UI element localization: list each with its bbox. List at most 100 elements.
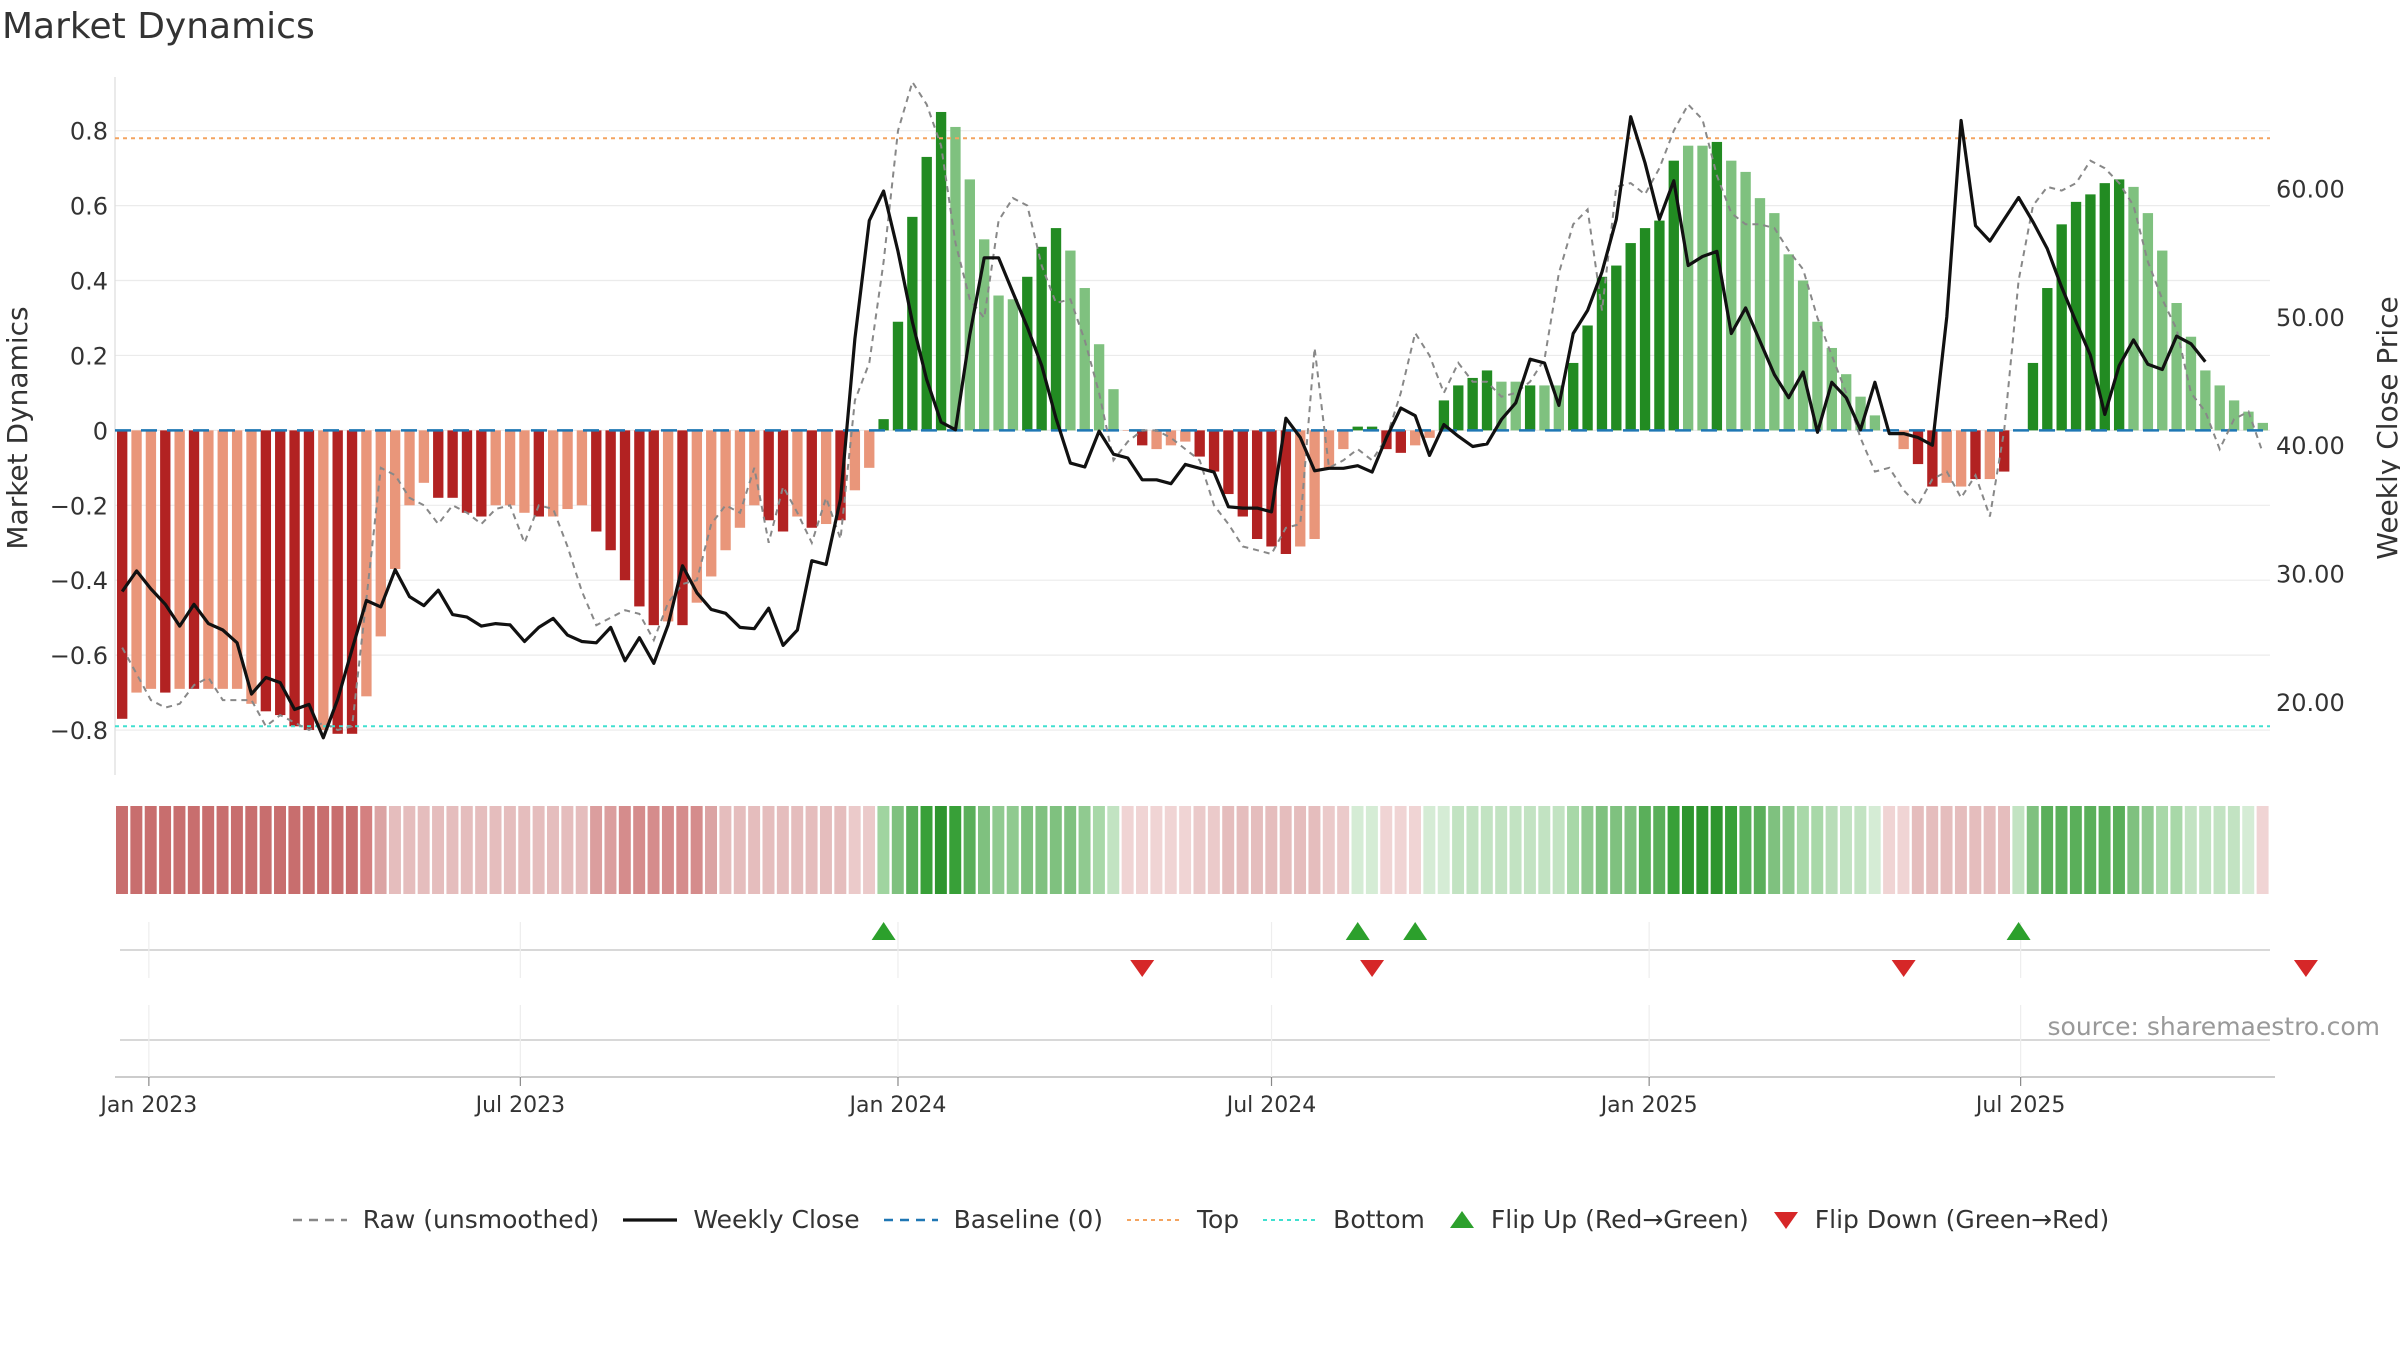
regime-cell — [1610, 806, 1623, 894]
bar — [2228, 400, 2240, 431]
regime-cell — [1437, 806, 1450, 894]
bar — [1769, 213, 1780, 431]
regime-cell — [1696, 806, 1709, 894]
bar — [2056, 224, 2067, 431]
regime-cell — [1811, 806, 1824, 894]
regime-cell — [906, 806, 919, 894]
y-left-tick-label: 0.8 — [70, 118, 108, 146]
legend-item: Weekly Close — [621, 1205, 860, 1234]
bar — [389, 430, 401, 569]
bar — [1726, 160, 1737, 431]
bar — [1654, 220, 1665, 431]
bar — [1611, 265, 1622, 431]
bar — [1036, 246, 1047, 431]
bar — [504, 430, 516, 506]
legend-item: Top — [1125, 1205, 1239, 1234]
regime-cell — [949, 806, 962, 894]
bar — [2200, 370, 2211, 431]
chart-title: Market Dynamics — [2, 6, 315, 47]
bar — [1467, 377, 1478, 431]
regime-cell — [1092, 806, 1105, 894]
bar — [1410, 430, 1421, 446]
regime-cell — [1207, 806, 1220, 894]
bar — [591, 430, 602, 532]
bar — [792, 430, 803, 517]
regime-cell — [1796, 806, 1809, 894]
bar — [2085, 194, 2096, 431]
bar — [117, 430, 128, 719]
raw-series-line — [121, 79, 2264, 732]
regime-cell — [978, 806, 990, 894]
bar — [1050, 228, 1062, 431]
regime-cell — [331, 806, 344, 894]
regime-cell — [1049, 806, 1062, 894]
bar — [1223, 430, 1234, 495]
bar — [1783, 254, 1794, 431]
bar — [1194, 430, 1205, 457]
regime-cell — [144, 806, 157, 894]
legend-label: Flip Up (Red→Green) — [1490, 1205, 1749, 1234]
bar — [1539, 385, 1550, 431]
regime-cell — [1337, 806, 1350, 894]
regime-cell — [676, 806, 689, 894]
x-tick-label: Jul 2023 — [474, 1093, 566, 1118]
bar — [777, 430, 789, 532]
regime-cell — [719, 806, 732, 894]
regime-cell — [1538, 806, 1551, 894]
regime-cell — [1653, 806, 1666, 894]
bar — [1941, 430, 1952, 483]
regime-cell — [489, 806, 502, 894]
regime-cell — [1581, 806, 1594, 894]
regime-cell — [2127, 806, 2140, 894]
regime-cell — [834, 806, 847, 894]
legend-item: Flip Down (Green→Red) — [1771, 1205, 2109, 1234]
bar — [1496, 381, 1507, 431]
y-left-tick-label: 0.4 — [70, 268, 108, 296]
regime-cell — [1926, 806, 1939, 894]
regime-cell — [403, 806, 416, 894]
regime-cell — [2098, 806, 2111, 894]
regime-cell — [1365, 806, 1378, 894]
legend-item: Flip Up (Red→Green) — [1447, 1205, 1749, 1234]
bars — [117, 111, 2268, 734]
bar — [1065, 250, 1076, 431]
regime-cell — [2184, 806, 2197, 894]
bar — [231, 430, 243, 689]
regime-cell — [776, 806, 789, 894]
regime-cell — [1638, 806, 1651, 894]
bar — [2099, 183, 2110, 431]
regime-cell — [116, 806, 128, 894]
regime-cell — [647, 806, 660, 894]
flip-up-marker — [1345, 922, 1370, 940]
regime-cell — [1351, 806, 1364, 894]
regime-cell — [1035, 806, 1048, 894]
bar — [1754, 198, 1766, 431]
y-left-tick-label: −0.6 — [50, 642, 108, 670]
regime-cell — [1193, 806, 1206, 894]
regime-cell — [2084, 806, 2097, 894]
x-tick-label: Jan 2025 — [1599, 1093, 1698, 1118]
regime-cell — [1868, 806, 1881, 894]
bar — [993, 295, 1004, 431]
bar — [303, 430, 315, 731]
regime-cell — [1236, 806, 1249, 894]
legend-marker — [883, 1218, 938, 1221]
regime-cell — [1552, 806, 1565, 894]
regime-cell — [317, 806, 330, 894]
regime-cell — [173, 806, 186, 894]
bar — [2113, 179, 2125, 431]
bar — [1582, 325, 1593, 431]
regime-cell — [920, 806, 933, 894]
regime-cell — [1021, 806, 1034, 894]
legend-marker — [1773, 1211, 1798, 1229]
bar — [576, 430, 588, 506]
bar — [1826, 347, 1837, 431]
bar — [2027, 362, 2039, 431]
bar — [1740, 171, 1751, 431]
bar — [375, 430, 386, 637]
bar — [246, 430, 257, 704]
regime-cell — [202, 806, 215, 894]
regime-cell — [2012, 806, 2025, 894]
regime-cell — [1983, 806, 1996, 894]
